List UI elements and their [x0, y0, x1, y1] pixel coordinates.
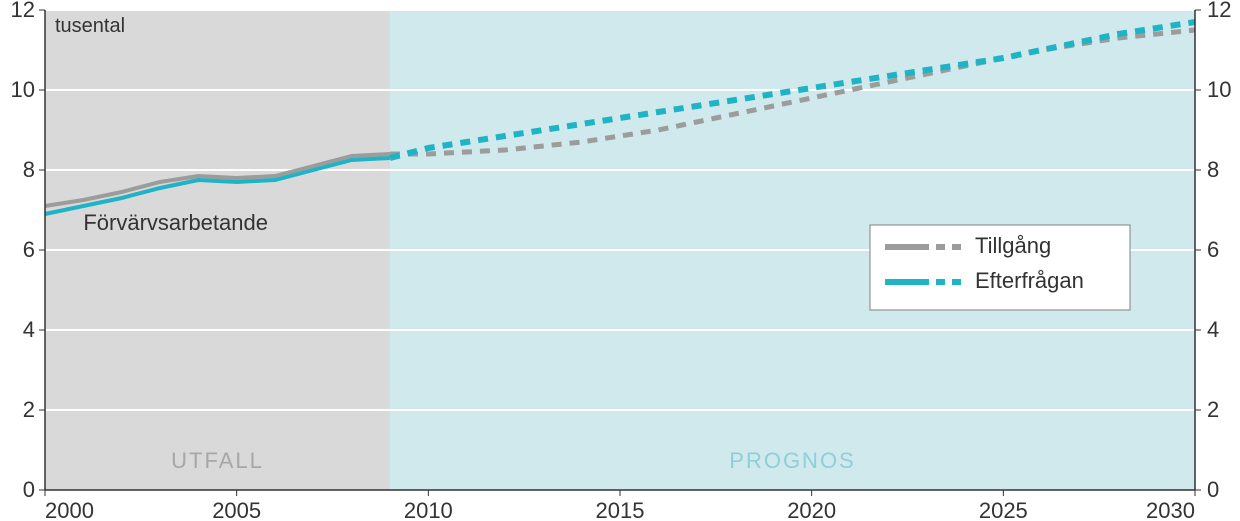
y-tick-right: 8 — [1207, 157, 1219, 182]
legend-label: Efterfrågan — [975, 268, 1084, 293]
y-tick-left: 10 — [11, 77, 35, 102]
region-label-utfall: UTFALL — [171, 448, 264, 473]
y-tick-right: 12 — [1207, 0, 1231, 22]
x-tick: 2015 — [596, 498, 645, 521]
y-tick-right: 6 — [1207, 237, 1219, 262]
x-tick: 2010 — [404, 498, 453, 521]
region-label-prognos: PROGNOS — [729, 448, 855, 473]
y-tick-right: 10 — [1207, 77, 1231, 102]
y-tick-left: 6 — [23, 237, 35, 262]
y-axis-unit-label: tusental — [55, 15, 125, 37]
y-tick-right: 2 — [1207, 397, 1219, 422]
x-tick: 2025 — [979, 498, 1028, 521]
x-tick: 2000 — [45, 498, 94, 521]
y-tick-left: 4 — [23, 317, 35, 342]
x-tick: 2005 — [212, 498, 261, 521]
y-tick-left: 0 — [23, 477, 35, 502]
inline-series-label: Förvärvsarbetande — [83, 210, 268, 235]
y-tick-left: 12 — [11, 0, 35, 22]
forecast-chart: UTFALL PROGNOS Förvärvsarbetande tusental Ti… — [0, 0, 1240, 521]
y-tick-left: 2 — [23, 397, 35, 422]
x-tick: 2020 — [787, 498, 836, 521]
y-tick-right: 4 — [1207, 317, 1219, 342]
y-tick-left: 8 — [23, 157, 35, 182]
legend-label: Tillgång — [975, 233, 1051, 258]
x-tick: 2030 — [1146, 498, 1195, 521]
y-tick-right: 0 — [1207, 477, 1219, 502]
